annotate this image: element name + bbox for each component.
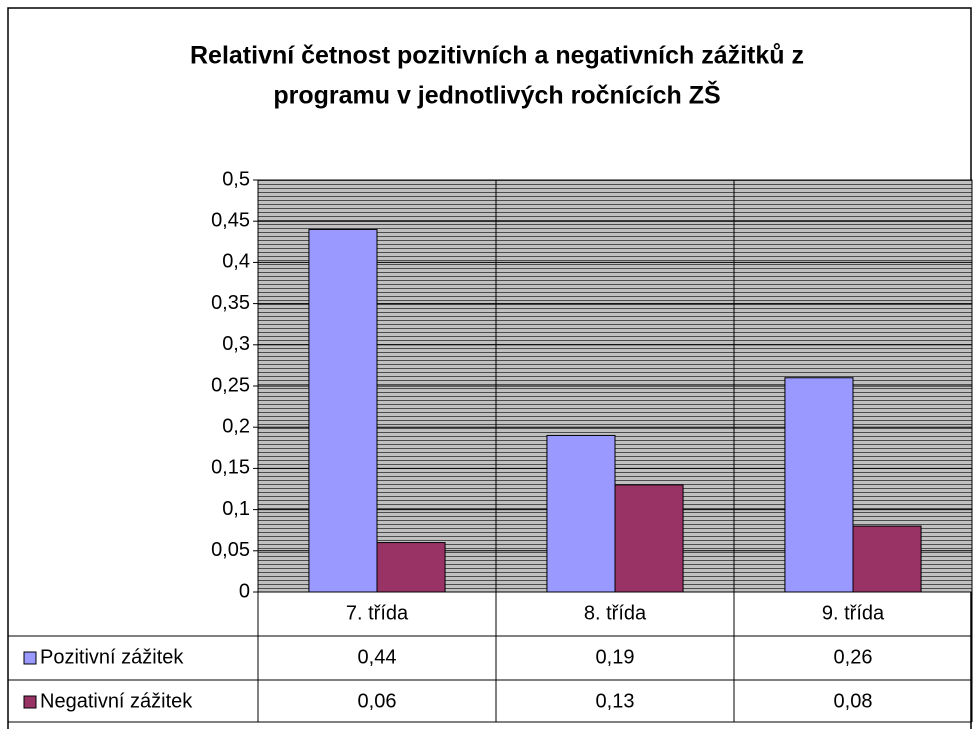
x-tick-label: 7. třída <box>346 602 409 624</box>
table-cell: 0,26 <box>834 646 873 668</box>
y-tick-label: 0,4 <box>222 251 250 273</box>
table-cell: 0,44 <box>358 646 397 668</box>
chart-title: programu v jednotlivých ročnících ZŠ <box>273 80 720 110</box>
y-tick-label: 0,3 <box>222 333 250 355</box>
bar <box>376 542 446 593</box>
y-tick-label: 0,35 <box>211 292 250 314</box>
y-tick-label: 0 <box>239 580 250 602</box>
y-tick-label: 0,15 <box>211 457 250 479</box>
y-tick-label: 0,25 <box>211 374 250 396</box>
legend-key <box>23 651 37 665</box>
bar <box>852 525 922 593</box>
y-tick-label: 0,5 <box>222 168 250 190</box>
legend-label: Pozitivní zážitek <box>40 646 184 668</box>
legend-label: Negativní zážitek <box>40 690 193 712</box>
x-tick-label: 9. třída <box>822 602 885 624</box>
chart-title: Relativní četnost pozitivních a negativn… <box>190 42 804 70</box>
table-cell: 0,19 <box>596 646 635 668</box>
bar <box>784 377 854 593</box>
bar <box>614 484 684 593</box>
table-cell: 0,13 <box>596 690 635 712</box>
y-tick-label: 0,2 <box>222 415 250 437</box>
legend-key <box>23 695 37 709</box>
table-cell: 0,06 <box>358 690 397 712</box>
bar <box>308 228 378 593</box>
bar <box>546 434 616 593</box>
table-cell: 0,08 <box>834 690 873 712</box>
y-tick-label: 0,05 <box>211 539 250 561</box>
y-tick-label: 0,45 <box>211 209 250 231</box>
x-tick-label: 8. třída <box>584 602 647 624</box>
y-tick-label: 0,1 <box>222 498 250 520</box>
